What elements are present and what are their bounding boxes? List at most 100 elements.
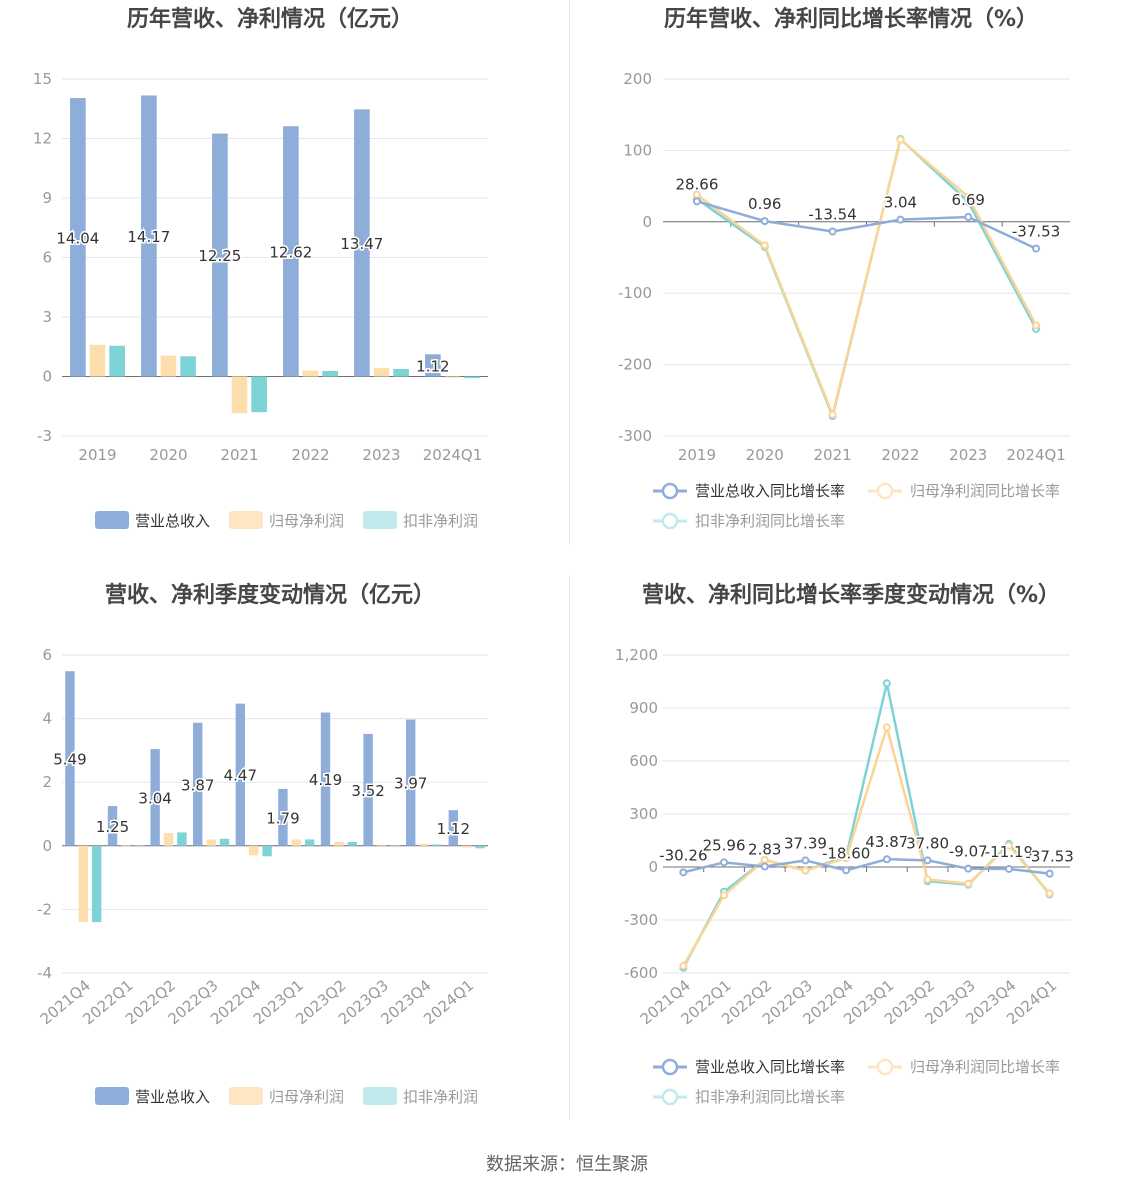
y-tick-label: 0 (42, 368, 52, 386)
y-tick-label: -300 (624, 911, 658, 929)
bar-net-profit (291, 839, 301, 846)
series-line (696, 137, 1038, 419)
bar-deducted-profit (393, 368, 409, 377)
bar-revenue (107, 806, 118, 846)
bar-net-profit (89, 344, 106, 377)
series-point (1004, 841, 1013, 850)
y-tick-label: 15 (33, 70, 52, 88)
y-tick-label: 4 (42, 710, 52, 728)
y-tick-label: 3 (42, 308, 52, 326)
bar-deducted-profit (109, 345, 125, 377)
legend-label: 归母净利润 (269, 1088, 344, 1106)
x-tick-label: 2024Q1 (423, 446, 483, 464)
legend-label: 扣非净利润同比增长率 (695, 512, 845, 530)
data-label: 5.49 (53, 751, 86, 769)
data-label: 28.66 (675, 175, 718, 193)
bar-net-profit (444, 376, 461, 378)
data-label: -11.19 (985, 843, 1033, 861)
legend-marker (876, 1058, 894, 1076)
legend-label: 归母净利润同比增长率 (910, 1058, 1060, 1076)
y-tick-label: 6 (42, 249, 52, 267)
legend-label: 营业总收入 (135, 1088, 210, 1106)
series-point (1032, 321, 1041, 330)
series-point (1032, 244, 1041, 253)
legend-label: 营业总收入同比增长率 (695, 1058, 845, 1076)
chart-annual-line: 历年营收、净利同比增长率情况（%） -300 -200 -100 0 100 200 2019… (618, 6, 1070, 530)
series-point (828, 410, 837, 419)
bar-deducted-profit (390, 845, 400, 846)
y-tick-label: 900 (629, 699, 658, 717)
x-tick-label: 2020 (746, 446, 784, 464)
bar-net-profit (419, 843, 429, 846)
y-tick-label: 0 (642, 213, 652, 231)
series-point (760, 241, 769, 250)
data-label: 6.69 (952, 191, 985, 209)
data-label: 3.04 (884, 194, 917, 212)
legend-marker (876, 482, 894, 500)
data-label: 1.12 (416, 357, 449, 375)
bar-deducted-profit (91, 845, 102, 923)
y-tick-label: 0 (42, 837, 52, 855)
y-tick-label: 100 (623, 141, 652, 159)
chart-title: 历年营收、净利同比增长率情况（%） (664, 6, 1038, 32)
legend-marker (661, 482, 679, 500)
bar-net-profit (206, 839, 216, 846)
y-tick-label: -600 (624, 964, 658, 982)
bar-deducted-profit (251, 376, 267, 413)
series-point (842, 854, 851, 863)
series-point (882, 855, 891, 864)
bar-revenue (193, 722, 203, 846)
data-label: 3.87 (181, 776, 214, 794)
y-tick-label: -200 (618, 356, 652, 374)
y-tick-label: 300 (629, 805, 658, 823)
series-point (964, 879, 973, 888)
series-line (682, 722, 1051, 967)
series-point (882, 679, 891, 688)
vertical-divider-bottom (569, 575, 570, 1120)
chart-annual-bar: 历年营收、净利情况（亿元） -3 0 3 6 9 12 15 2019 2020 2021 2022 2… (33, 6, 488, 530)
bar-net-profit (121, 845, 131, 846)
x-tick-label: 2021 (220, 446, 258, 464)
series-point (679, 868, 688, 877)
legend-swatch (229, 511, 263, 529)
legend-label: 营业总收入 (135, 512, 210, 530)
bar-deducted-profit (304, 839, 315, 846)
y-tick-label: -2 (37, 900, 52, 918)
bar-net-profit (160, 355, 177, 377)
y-tick-label: 600 (629, 752, 658, 770)
legend-swatch (363, 511, 397, 529)
series-point (801, 866, 810, 875)
y-tick-label: 9 (42, 189, 52, 207)
bar-deducted-profit (177, 832, 187, 846)
legend-swatch (95, 511, 129, 529)
x-tick-label: 2023 (362, 446, 400, 464)
chart-title: 营收、净利同比增长率季度变动情况（%） (642, 582, 1060, 608)
series-point (923, 875, 932, 884)
series-point (760, 862, 769, 871)
data-label: 37.39 (784, 834, 827, 852)
data-label: 2.83 (748, 841, 781, 859)
data-label: 14.17 (127, 228, 170, 246)
y-tick-label: -3 (37, 427, 52, 445)
series-point (964, 864, 973, 873)
data-label: 3.52 (351, 782, 384, 800)
x-tick-label: 2021 (813, 446, 851, 464)
bar-revenue (150, 749, 160, 846)
data-label: 37.80 (906, 834, 949, 852)
bar-net-profit (249, 845, 259, 856)
data-label: -30.26 (659, 846, 707, 864)
data-source-footer: 数据来源：恒生聚源 (486, 1154, 648, 1175)
bar-net-profit (373, 368, 390, 377)
data-label: 43.87 (865, 833, 908, 851)
legend-marker (661, 1058, 679, 1076)
bar-net-profit (163, 833, 174, 846)
y-tick-label: 0 (648, 858, 658, 876)
y-tick-label: 6 (42, 646, 52, 664)
bar-revenue (354, 109, 370, 377)
bar-revenue (278, 788, 288, 846)
bar-revenue (320, 712, 331, 846)
legend-marker (661, 1088, 679, 1106)
bar-deducted-profit (134, 845, 144, 846)
data-label: -37.53 (1012, 223, 1060, 241)
series-point (801, 856, 810, 865)
